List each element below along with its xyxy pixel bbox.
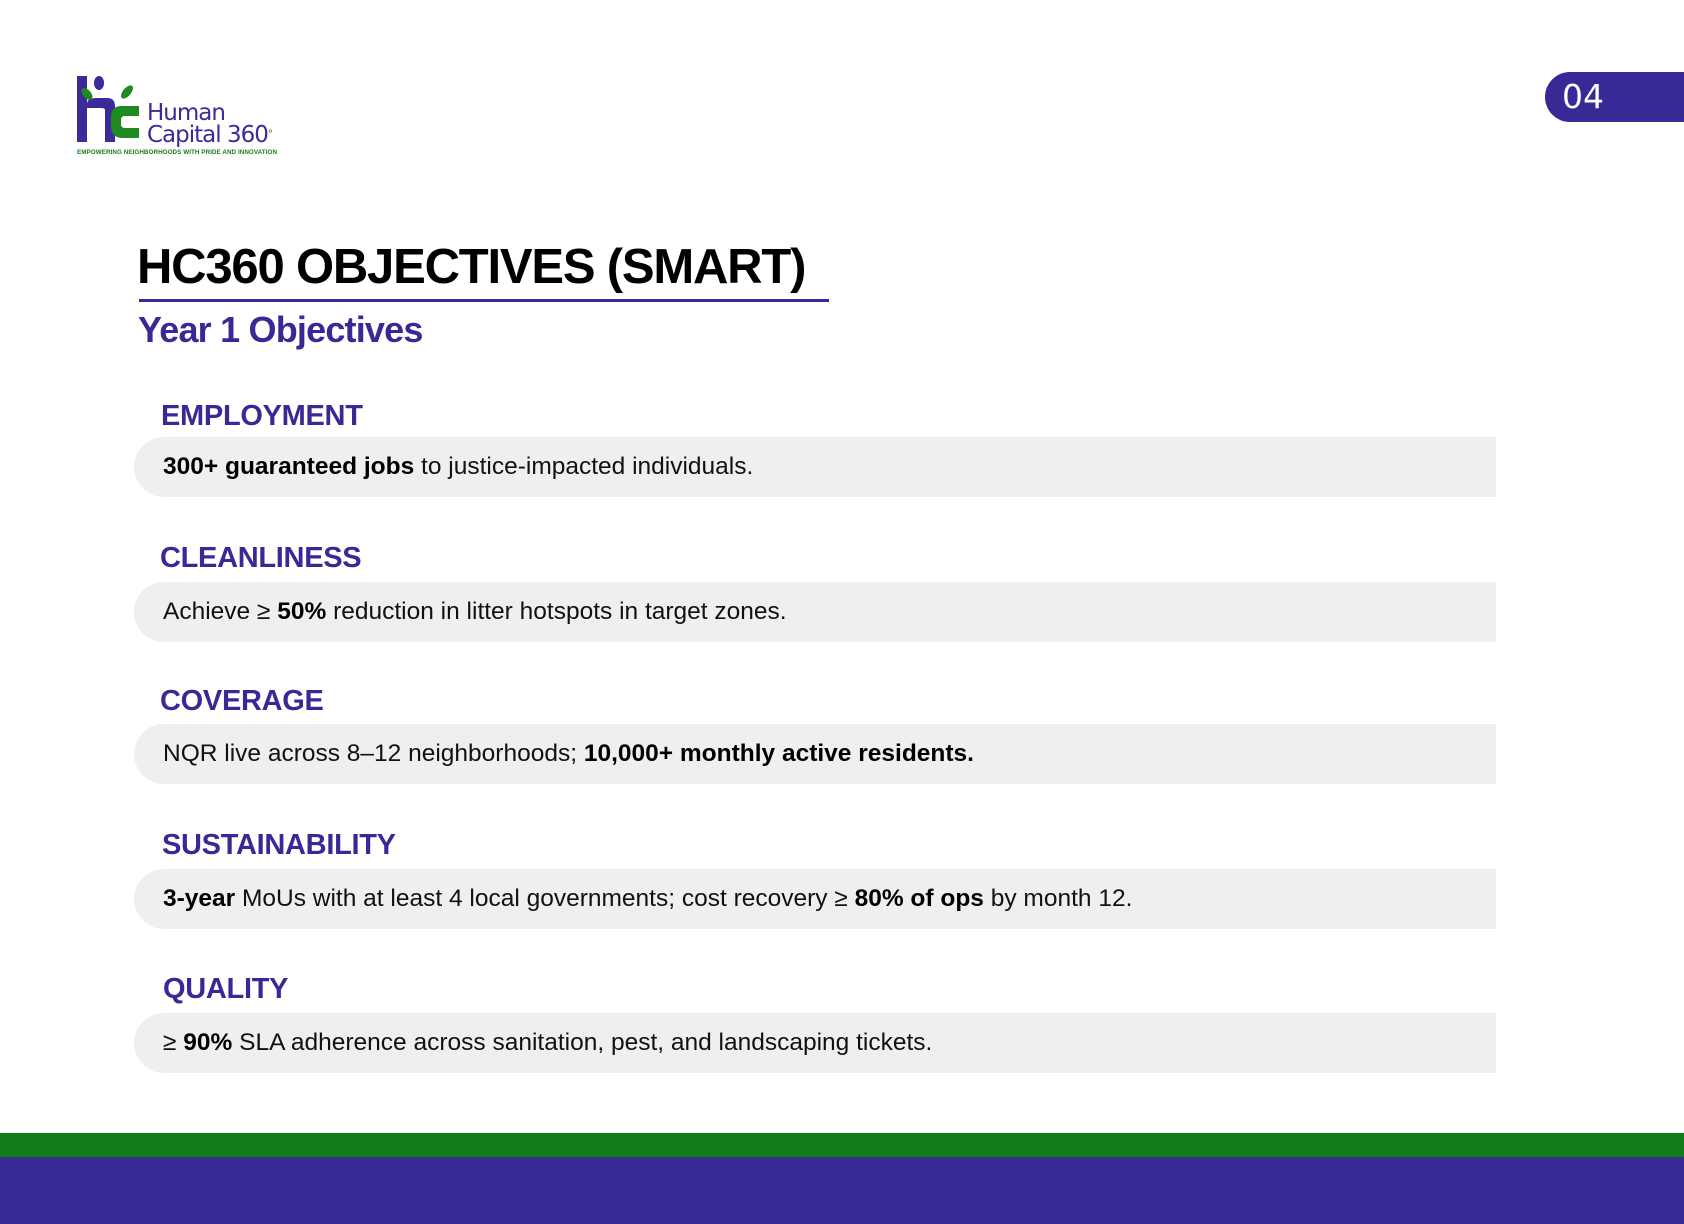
objective-text-coverage: NQR live across 8–12 neighborhoods; 10,0…	[163, 724, 974, 784]
hc-logo-icon	[77, 76, 139, 142]
objective-highlight: 10,000+ monthly active residents.	[583, 740, 974, 767]
objective-text-segment: MoUs with at least 4 local governments; …	[235, 885, 855, 912]
objective-text-sustainability: 3-year MoUs with at least 4 local govern…	[163, 869, 1132, 929]
objective-highlight: 90%	[183, 1029, 233, 1056]
objective-heading-coverage: COVERAGE	[160, 685, 324, 717]
objective-text-employment: 300+ guaranteed jobs to justice-impacted…	[163, 437, 753, 497]
page-number: 04	[1562, 77, 1604, 116]
objective-bar-sustainability: 3-year MoUs with at least 4 local govern…	[134, 869, 1496, 929]
logo-tagline: EMPOWERING NEIGHBORHOODS WITH PRIDE AND …	[77, 149, 278, 156]
objective-text-segment: SLA adherence across sanitation, pest, a…	[232, 1029, 933, 1056]
objective-text-cleanliness: Achieve ≥ 50% reduction in litter hotspo…	[163, 582, 787, 642]
page-number-badge: 04	[1545, 72, 1684, 122]
objective-bar-quality: ≥ 90% SLA adherence across sanitation, p…	[134, 1013, 1496, 1073]
objective-text-segment: by month 12.	[983, 885, 1133, 912]
logo-name-line2: Capital 360	[147, 122, 269, 148]
logo-name-line1: Human	[147, 100, 226, 126]
objective-text-segment: to justice-impacted individuals.	[414, 453, 754, 480]
footer-green-stripe	[0, 1133, 1684, 1157]
objective-bar-employment: 300+ guaranteed jobs to justice-impacted…	[134, 437, 1496, 497]
objective-highlight: 50%	[277, 598, 327, 625]
page-title: HC360 OBJECTIVES (SMART)	[137, 240, 806, 294]
objective-text-segment: reduction in litter hotspots in target z…	[326, 598, 787, 625]
footer-purple-band	[0, 1157, 1684, 1224]
objective-text-segment: NQR live across 8–12 neighborhoods;	[163, 740, 584, 767]
logo-degree-mark: °	[267, 129, 273, 140]
objective-bar-coverage: NQR live across 8–12 neighborhoods; 10,0…	[134, 724, 1496, 784]
objective-highlight: 300+ guaranteed jobs	[163, 453, 415, 480]
objective-heading-cleanliness: CLEANLINESS	[160, 542, 362, 574]
page-subtitle: Year 1 Objectives	[138, 309, 423, 350]
objective-text-segment: ≥	[163, 1029, 184, 1056]
title-underline	[139, 299, 829, 302]
objective-heading-quality: QUALITY	[163, 973, 289, 1005]
objective-text-quality: ≥ 90% SLA adherence across sanitation, p…	[163, 1013, 932, 1073]
objective-bar-cleanliness: Achieve ≥ 50% reduction in litter hotspo…	[134, 582, 1496, 642]
objective-text-segment: Achieve ≥	[163, 598, 278, 625]
objective-heading-sustainability: SUSTAINABILITY	[162, 829, 396, 861]
objective-highlight: 3-year	[163, 885, 236, 912]
objective-heading-employment: EMPLOYMENT	[161, 400, 363, 432]
logo-wordmark: Human Capital 360°	[147, 100, 273, 148]
company-logo: Human Capital 360° EMPOWERING NEIGHBORHO…	[77, 76, 299, 160]
objective-highlight: 80% of ops	[854, 885, 984, 912]
